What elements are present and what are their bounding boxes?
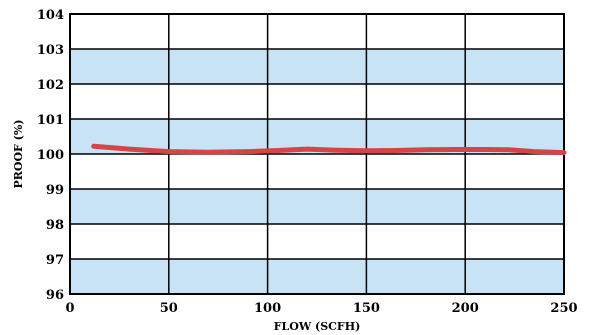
y-tick-label: 101 <box>37 113 64 128</box>
y-tick-label: 98 <box>46 218 64 233</box>
y-tick-label: 104 <box>37 8 64 23</box>
plot-bands <box>70 49 564 294</box>
plot-band <box>70 49 564 84</box>
x-tick-label: 150 <box>353 301 380 316</box>
y-tick-label: 97 <box>46 253 64 268</box>
x-tick-label: 200 <box>452 301 479 316</box>
x-tick-label: 50 <box>160 301 178 316</box>
y-axis-title: PROOF (%) <box>12 119 25 188</box>
plot-band <box>70 189 564 224</box>
y-tick-label: 102 <box>37 78 64 93</box>
x-tick-labels: 0 50 100 150 200 250 <box>65 301 577 316</box>
y-tick-label: 99 <box>46 183 64 198</box>
y-tick-label: 96 <box>46 288 64 303</box>
series-line <box>91 143 567 156</box>
y-tick-labels: 96 97 98 99 100 101 102 103 104 <box>37 8 64 303</box>
y-tick-label: 103 <box>37 43 64 58</box>
series-layer <box>91 143 567 156</box>
plot-band <box>70 259 564 294</box>
y-tick-label: 100 <box>37 148 64 163</box>
x-axis-title: FLOW (SCFH) <box>274 320 361 333</box>
x-tick-label: 100 <box>254 301 281 316</box>
x-tick-label: 0 <box>65 301 74 316</box>
x-tick-label: 250 <box>550 301 577 316</box>
